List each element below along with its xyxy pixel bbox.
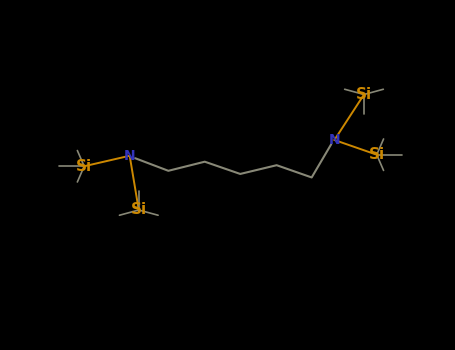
Text: Si: Si <box>76 159 92 174</box>
Text: Si: Si <box>356 87 372 102</box>
Text: N: N <box>329 133 340 147</box>
Text: Si: Si <box>131 203 147 217</box>
Text: Si: Si <box>369 147 385 162</box>
Text: N: N <box>124 149 136 163</box>
